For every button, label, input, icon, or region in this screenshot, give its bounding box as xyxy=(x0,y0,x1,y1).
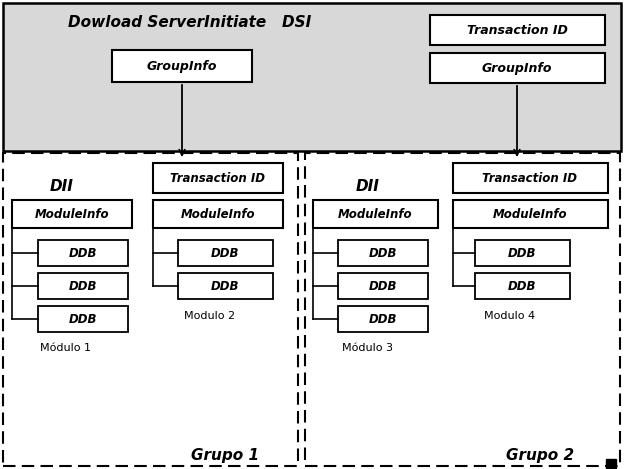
Text: GroupInfo: GroupInfo xyxy=(147,60,218,73)
Text: Transaction ID: Transaction ID xyxy=(482,172,578,184)
Text: DDB: DDB xyxy=(211,280,239,293)
Bar xyxy=(430,15,605,45)
Bar xyxy=(313,200,438,228)
Bar xyxy=(38,240,128,266)
Bar xyxy=(305,153,620,466)
Bar xyxy=(153,163,283,193)
Bar xyxy=(338,273,428,299)
Text: DII: DII xyxy=(356,179,380,194)
Bar xyxy=(453,200,608,228)
Bar xyxy=(606,459,616,469)
Bar xyxy=(453,163,608,193)
Text: DDB: DDB xyxy=(508,247,536,259)
Bar xyxy=(3,3,621,151)
Text: Multipla: Multipla xyxy=(11,71,49,81)
Bar xyxy=(3,153,298,466)
Text: caso: caso xyxy=(49,13,71,23)
Bar xyxy=(178,273,273,299)
Text: ModuleInfo: ModuleInfo xyxy=(35,207,109,220)
Text: DDB: DDB xyxy=(369,280,398,293)
Bar xyxy=(112,50,252,82)
Text: DDB: DDB xyxy=(369,247,398,259)
Bar xyxy=(12,200,132,228)
Bar xyxy=(38,273,128,299)
Text: Modulo 4: Modulo 4 xyxy=(484,311,536,321)
Bar xyxy=(153,200,283,228)
Text: figura: figura xyxy=(16,27,44,37)
Text: GroupInfo: GroupInfo xyxy=(482,61,552,75)
Text: Transaction ID: Transaction ID xyxy=(466,23,568,37)
Text: DDB: DDB xyxy=(69,312,98,325)
Bar xyxy=(178,240,273,266)
Text: abaixo e: abaixo e xyxy=(59,43,101,53)
Text: Módulo 3: Módulo 3 xyxy=(342,343,394,353)
Text: ModuleInfo: ModuleInfo xyxy=(181,207,256,220)
Text: Modulo 2: Modulo 2 xyxy=(184,311,236,321)
Bar xyxy=(475,240,570,266)
Text: DDB: DDB xyxy=(508,280,536,293)
Text: Dowload ServerInitiate   DSI: Dowload ServerInitiate DSI xyxy=(68,15,312,30)
Bar xyxy=(475,273,570,299)
Bar xyxy=(38,306,128,332)
Text: DDB: DDB xyxy=(69,280,98,293)
Text: Módulo 1: Módulo 1 xyxy=(39,343,91,353)
Text: DII: DII xyxy=(50,179,74,194)
Text: estrutura-se-: estrutura-se- xyxy=(18,57,82,67)
Text: DDB: DDB xyxy=(69,247,98,259)
Text: Grupo 1: Grupo 1 xyxy=(191,447,259,462)
Bar xyxy=(338,240,428,266)
Text: Transaction ID: Transaction ID xyxy=(171,172,266,184)
Text: DDB: DDB xyxy=(211,247,239,259)
Text: DDB: DDB xyxy=(369,312,398,325)
Text: Grupo 2: Grupo 2 xyxy=(506,447,574,462)
Text: ModuleInfo: ModuleInfo xyxy=(338,207,412,220)
Bar xyxy=(430,53,605,83)
Bar xyxy=(338,306,428,332)
Text: ModuleInfo: ModuleInfo xyxy=(492,207,568,220)
